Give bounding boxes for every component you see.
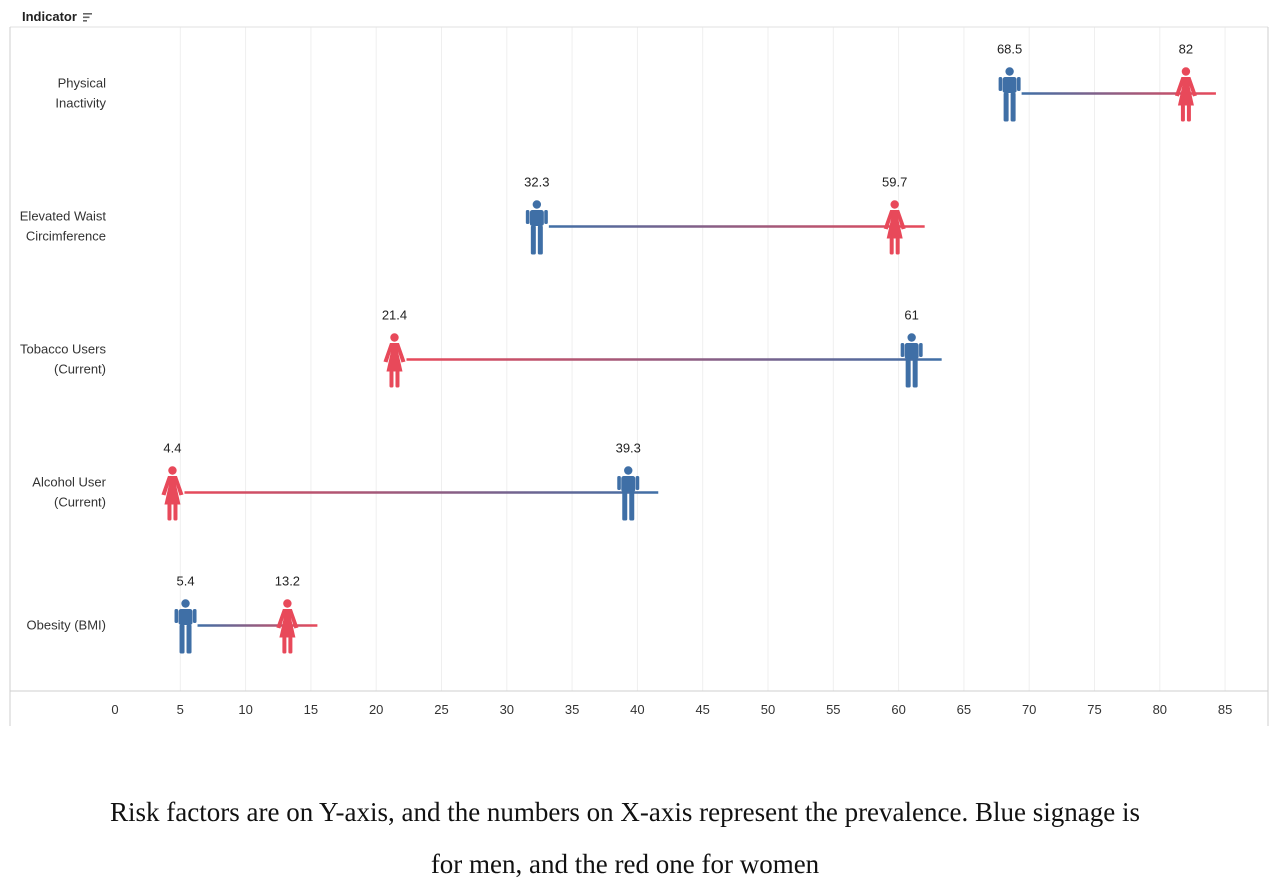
- figure-caption: Risk factors are on Y-axis, and the numb…: [0, 786, 1250, 890]
- category-label-line: Elevated Waist: [20, 209, 107, 224]
- category-label: Elevated Waist Circimference: [20, 209, 107, 244]
- data-label-women: 59.7: [882, 175, 907, 190]
- category-label: Tobacco Users (Current): [20, 342, 106, 377]
- sort-icon[interactable]: [83, 13, 92, 22]
- category-label-line: Physical: [58, 76, 107, 91]
- category-label-line: Inactivity: [55, 96, 106, 111]
- data-label-women: 82: [1179, 42, 1193, 57]
- x-tick-label: 5: [177, 702, 184, 717]
- x-tick-label: 20: [369, 702, 383, 717]
- x-tick-label: 85: [1218, 702, 1232, 717]
- data-label-women: 4.4: [163, 441, 181, 456]
- x-tick-label: 15: [304, 702, 318, 717]
- caption-line-1: Risk factors are on Y-axis, and the numb…: [110, 797, 1140, 827]
- chart: Indicator Physical Inactivity Elevated Wai…: [9, 9, 1269, 726]
- data-label-men: 5.4: [176, 574, 194, 589]
- x-tick-label: 60: [891, 702, 905, 717]
- category-label-line: (Current): [54, 362, 106, 377]
- dumbbell-chart: Indicator Physical Inactivity Elevated Wai…: [9, 9, 1269, 726]
- data-label-men: 68.5: [997, 42, 1022, 57]
- category-label: Alcohol User (Current): [32, 475, 106, 510]
- x-tick-label: 35: [565, 702, 579, 717]
- y-axis-categories: Physical Inactivity Elevated Waist Circimfe…: [20, 76, 107, 633]
- data-label-women: 21.4: [382, 308, 407, 323]
- male-icon: [525, 200, 548, 255]
- female-icon: [383, 333, 406, 388]
- male-icon: [617, 466, 640, 521]
- data-label-women: 13.2: [275, 574, 300, 589]
- female-icon: [1174, 67, 1197, 122]
- chart-header: Indicator: [22, 9, 92, 24]
- female-icon: [276, 599, 299, 654]
- x-tick-label: 40: [630, 702, 644, 717]
- data-label-men: 32.3: [524, 175, 549, 190]
- x-tick-label: 10: [238, 702, 252, 717]
- x-tick-label: 80: [1153, 702, 1167, 717]
- male-icon: [900, 333, 923, 388]
- x-tick-label: 75: [1087, 702, 1101, 717]
- x-tick-label: 30: [500, 702, 514, 717]
- category-label: Physical Inactivity: [55, 76, 106, 111]
- x-tick-label: 50: [761, 702, 775, 717]
- x-tick-label: 65: [957, 702, 971, 717]
- x-tick-label: 55: [826, 702, 840, 717]
- female-icon: [161, 466, 184, 521]
- data-label-men: 61: [904, 308, 918, 323]
- category-label-line: Tobacco Users: [20, 342, 106, 357]
- x-axis: 0 5 10 15 20 25 30 35 40 45 50 55 60 65 70 75 80 85: [111, 702, 1232, 717]
- category-label: Obesity (BMI): [27, 618, 106, 633]
- female-icon: [883, 200, 906, 255]
- category-label-line: (Current): [54, 495, 106, 510]
- category-label-line: Obesity (BMI): [27, 618, 106, 633]
- chart-marks: 68.5 82 32.3 59.7 61 21.4 39.3 4.4 5.4 13.2: [161, 42, 1216, 654]
- indicator-field-label: Indicator: [22, 9, 77, 24]
- category-label-line: Circimference: [26, 229, 106, 244]
- x-tick-label: 70: [1022, 702, 1036, 717]
- chart-frame: [9, 26, 1269, 726]
- male-icon: [998, 67, 1021, 122]
- x-tick-label: 45: [695, 702, 709, 717]
- category-label-line: Alcohol User: [32, 475, 106, 490]
- x-tick-label: 0: [111, 702, 118, 717]
- male-icon: [174, 599, 197, 654]
- caption-line-2: for men, and the red one for women: [430, 849, 820, 879]
- x-tick-label: 25: [434, 702, 448, 717]
- data-label-men: 39.3: [616, 441, 641, 456]
